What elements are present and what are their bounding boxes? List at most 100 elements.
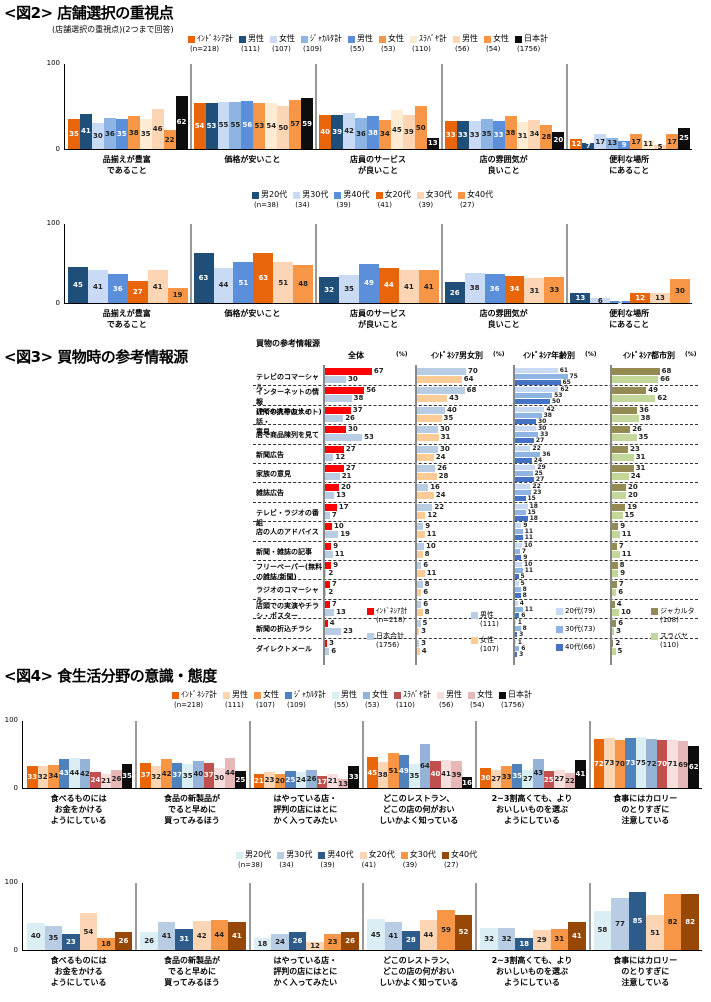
legend-n: (54) bbox=[486, 45, 501, 53]
bar-value: 10 bbox=[334, 522, 344, 531]
bar: 40 bbox=[430, 760, 441, 788]
bar: 11 bbox=[642, 139, 655, 149]
bar: 31 bbox=[550, 928, 569, 950]
bar-value: 2 bbox=[328, 588, 334, 597]
category-label: はやっている店・ 評判の店にはとに かく入ってみたい bbox=[273, 956, 338, 987]
legend-swatch-icon bbox=[484, 35, 491, 43]
bar: 62 bbox=[688, 745, 699, 788]
bar: 41 bbox=[157, 922, 176, 950]
bar: 35 bbox=[44, 926, 63, 950]
bar: 41 bbox=[228, 922, 246, 950]
legend-n: (108) bbox=[660, 616, 679, 624]
bar: 36 bbox=[484, 274, 505, 303]
bar-value: 4 bbox=[421, 646, 427, 655]
bar bbox=[325, 434, 363, 442]
legend-n: (41) bbox=[361, 861, 376, 869]
bar: 26 bbox=[341, 932, 359, 950]
bar: 48 bbox=[293, 264, 314, 303]
row-label: テレビ・ラジオの番組 bbox=[256, 508, 319, 527]
category-label: 店の雰囲気が 良いこと bbox=[479, 155, 528, 175]
bar-value: 7 bbox=[331, 599, 337, 608]
legend-row: 女30代 bbox=[400, 850, 436, 860]
legend-n: (1756) bbox=[517, 45, 541, 53]
bar: 26 bbox=[114, 932, 133, 950]
group-separator bbox=[315, 224, 318, 303]
legend-item: 女性 (107) bbox=[254, 690, 279, 710]
legend-n: (39) bbox=[402, 861, 418, 869]
bar: 35 bbox=[115, 118, 128, 149]
bar bbox=[417, 406, 445, 414]
category-label: 価格が安いこと bbox=[224, 309, 281, 318]
legend-swatch-icon bbox=[188, 35, 195, 43]
legend-row: 女20代 bbox=[375, 190, 411, 200]
legend-item: ジャカルタ (108) bbox=[651, 607, 695, 625]
bar: 55 bbox=[229, 101, 242, 149]
bar bbox=[417, 445, 438, 453]
y-tick-100: 100 bbox=[46, 219, 60, 227]
bar bbox=[325, 628, 342, 636]
column-axis bbox=[610, 365, 700, 665]
legend-n: (39) bbox=[418, 201, 434, 209]
legend-swatch-icon bbox=[332, 691, 339, 699]
bar bbox=[325, 608, 335, 616]
legend-swatch-icon bbox=[453, 35, 460, 43]
bar: 34 bbox=[528, 119, 541, 149]
bar bbox=[417, 434, 439, 442]
bar-value: 62 bbox=[560, 386, 569, 394]
category-label: 品揃えが豊富 であること bbox=[102, 155, 151, 175]
category-label: どこのレストラン、 どこの店の何がおい しいかよく知っている bbox=[379, 956, 459, 987]
legend-n: (111) bbox=[480, 620, 499, 628]
group-separator bbox=[315, 64, 318, 149]
bar-value: 7 bbox=[331, 510, 337, 519]
bar: 32 bbox=[37, 766, 49, 788]
bar-group: 40 35 23 54 18 26 bbox=[27, 883, 133, 950]
bar bbox=[515, 438, 534, 444]
bar: 22 bbox=[163, 130, 176, 149]
legend-row: 男性 bbox=[332, 690, 357, 700]
bar bbox=[417, 608, 423, 616]
legend-label: ｲﾝﾄﾞﾈｼｱ計 bbox=[376, 607, 408, 615]
legend-item: 30代(73) bbox=[556, 625, 595, 634]
bar-value: 19 bbox=[340, 530, 351, 539]
legend-n: (27) bbox=[443, 861, 459, 869]
bar: 41 bbox=[398, 270, 419, 303]
bar-value: 12 bbox=[335, 452, 346, 461]
bar bbox=[612, 426, 631, 434]
bar bbox=[515, 457, 532, 463]
bar bbox=[417, 511, 426, 519]
legend-swatch-icon bbox=[239, 35, 246, 43]
legend-label: ｽﾗﾊﾞﾔ計 bbox=[419, 34, 447, 43]
bar: 31 bbox=[524, 278, 545, 303]
bar-value: 30 bbox=[348, 425, 358, 434]
bar-value: 3 bbox=[421, 627, 426, 636]
bar bbox=[612, 376, 659, 383]
category-label: 食事にはカロリー のとりすぎに 注意している bbox=[613, 956, 678, 987]
legend-item: 日本計 (1756) bbox=[499, 690, 532, 710]
bar bbox=[515, 562, 522, 567]
percent-unit: (%) bbox=[396, 351, 408, 358]
bar: 50 bbox=[414, 106, 427, 149]
bar bbox=[515, 645, 520, 651]
bar-value: 12 bbox=[427, 510, 438, 519]
legend-swatch-icon bbox=[400, 851, 408, 859]
bar-value: 31 bbox=[440, 433, 451, 442]
bar: 64 bbox=[419, 744, 431, 788]
bar: 82 bbox=[681, 894, 699, 950]
bar: 26 bbox=[140, 932, 158, 950]
legend-swatch-icon bbox=[254, 691, 261, 699]
bar-value: 6 bbox=[331, 646, 337, 655]
bar: 75 bbox=[635, 737, 647, 788]
bar: 40 bbox=[319, 114, 332, 149]
row-label: ダイレクトメール bbox=[256, 644, 312, 653]
y-tick-0: 0 bbox=[55, 145, 60, 153]
bar bbox=[325, 600, 330, 608]
bar: 33 bbox=[348, 765, 359, 788]
legend-n: (34) bbox=[279, 861, 294, 869]
legend-label: 女40代 bbox=[466, 190, 494, 199]
legend-n: (55) bbox=[334, 701, 349, 709]
legend-item: 女20代 (41) bbox=[359, 850, 395, 870]
bar-group: 13 6 3 12 13 30 bbox=[570, 224, 690, 306]
bar: 32 bbox=[150, 766, 162, 788]
bar bbox=[325, 465, 344, 472]
row-label: 店で商品陳列を見て bbox=[256, 431, 319, 440]
